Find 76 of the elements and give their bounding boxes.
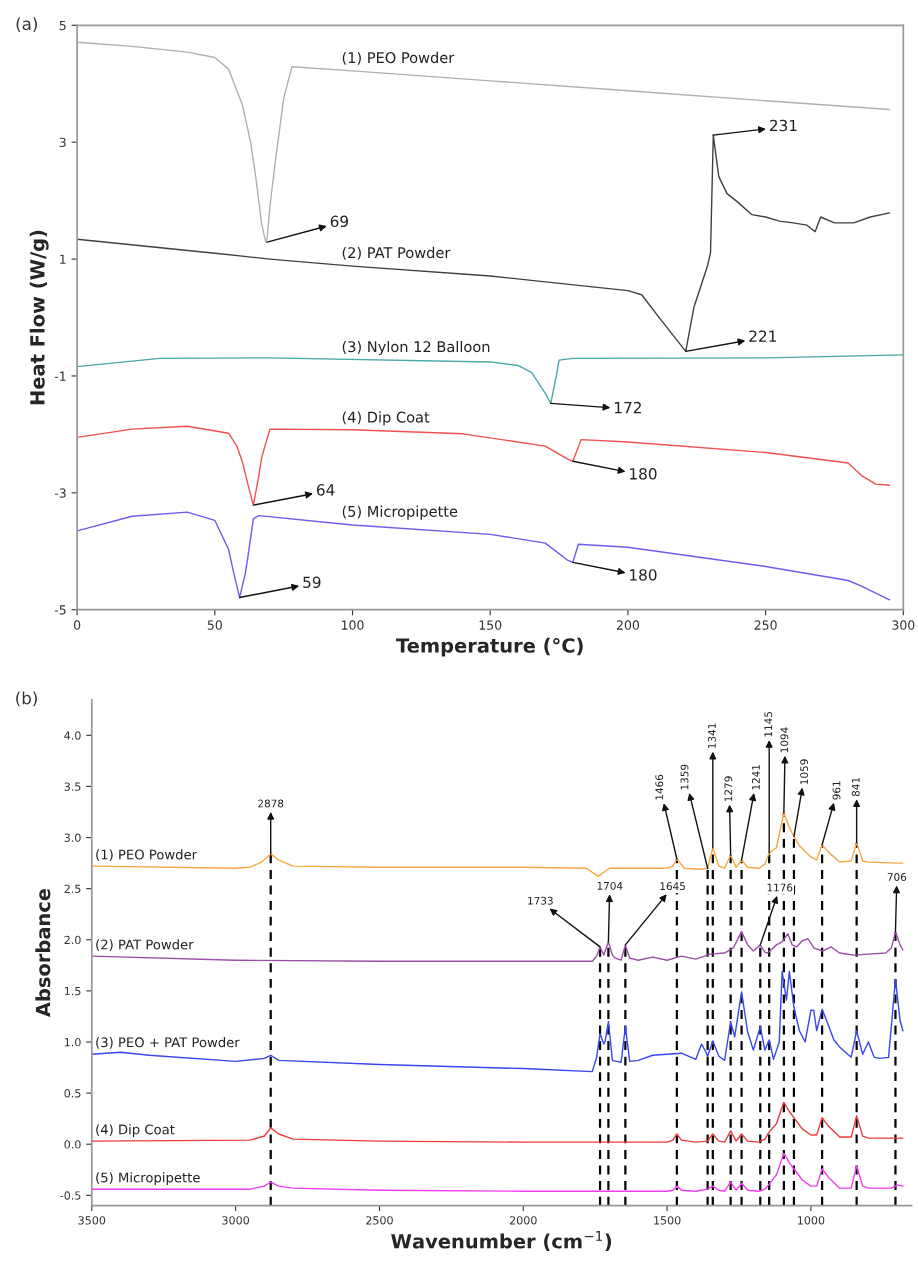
y-tick-label: 1.5	[64, 987, 81, 996]
annotation: 69	[330, 215, 348, 228]
line-series	[77, 134, 891, 353]
x-tick-label: 2000	[509, 1216, 537, 1225]
x-axis-title: Temperature (°C)	[396, 637, 583, 657]
annotation: 1241	[752, 765, 760, 790]
y-tick-label: 3	[59, 137, 66, 148]
x-tick-label: 1500	[654, 1216, 681, 1225]
x-tick-label: 1000	[797, 1216, 825, 1225]
x-tick-label: 250	[754, 620, 777, 630]
x-tick-label: 50	[207, 620, 222, 630]
annotation: 64	[316, 484, 335, 496]
y-tick-label: -5	[54, 605, 66, 615]
annotation: 1341	[707, 723, 716, 749]
annotation: 172	[614, 401, 641, 414]
series-label: (5) Micropipette	[342, 505, 458, 520]
annotation: 1145	[764, 712, 773, 737]
y-axis-title: Absorbance	[35, 888, 51, 1017]
series-label: (4) Dip Coat	[96, 1124, 175, 1137]
x-tick-label: 200	[616, 620, 640, 630]
annotation: 1704	[597, 881, 623, 890]
annotation: 221	[749, 330, 776, 342]
y-tick-label: 0.0	[64, 1140, 81, 1149]
x-tick-label: 150	[479, 620, 502, 630]
y-tick-label: 0.5	[64, 1089, 81, 1098]
chart-title: (b)	[16, 691, 37, 707]
series-label: (1) PEO Powder	[342, 51, 455, 65]
series-label: (5) Micropipette	[96, 1172, 200, 1186]
annotation: 1359	[680, 764, 689, 790]
annotation: 1176	[767, 883, 793, 892]
series-label: (2) PAT Powder	[96, 939, 194, 952]
y-tick-label: 5	[59, 20, 66, 31]
annotation: 961	[832, 781, 841, 800]
x-axis-title: Wavenumber (cm$^{−1}$)	[391, 1230, 612, 1251]
annotation: 180	[630, 569, 657, 581]
y-axis-title: Heat Flow (W/g)	[29, 230, 49, 405]
line-series	[77, 425, 891, 506]
series-label: (3) Nylon 12 Balloon	[342, 340, 490, 355]
annotation: 1279	[724, 776, 733, 801]
annotation: 1733	[528, 896, 553, 905]
y-tick-label: 2.5	[64, 884, 81, 894]
y-tick-label: 2.0	[64, 935, 81, 945]
line-series	[91, 970, 904, 1073]
y-tick-label: 3.0	[64, 833, 81, 842]
x-tick-label: 3000	[222, 1216, 250, 1225]
y-tick-label: 3.5	[64, 782, 81, 791]
line-series	[91, 930, 904, 962]
series-label: (3) PEO + PAT Powder	[96, 1037, 240, 1049]
series-label: (4) Dip Coat	[342, 411, 430, 426]
annotation: 1094	[780, 727, 789, 753]
annotation: 2878	[258, 799, 284, 808]
annotation: 1466	[655, 774, 664, 800]
y-tick-label: -0.5	[60, 1191, 81, 1200]
x-tick-label: 2500	[366, 1216, 393, 1225]
x-tick-label: 100	[341, 620, 364, 630]
annotation: 841	[851, 777, 860, 797]
x-tick-label: 300	[892, 620, 915, 630]
annotation: 180	[630, 468, 657, 480]
y-tick-label: 1	[60, 254, 66, 264]
line-series	[91, 1101, 904, 1143]
y-tick-label: 1.0	[64, 1037, 81, 1047]
series-label: (1) PEO Powder	[96, 849, 198, 862]
annotation: 1645	[660, 882, 685, 891]
line-series	[77, 41, 891, 243]
annotation: 59	[303, 576, 321, 588]
annotation: 1059	[800, 759, 809, 784]
y-tick-label: -1	[54, 371, 66, 381]
chart-title: (a)	[16, 17, 37, 33]
series-label: (2) PAT Powder	[342, 246, 451, 260]
x-tick-label: 3500	[78, 1216, 106, 1225]
annotation: 706	[887, 873, 907, 881]
line-series	[91, 1152, 904, 1192]
y-tick-label: 4.0	[64, 731, 81, 740]
annotation: 231	[769, 119, 797, 132]
x-tick-label: 0	[73, 620, 81, 630]
y-tick-label: -3	[54, 488, 66, 498]
